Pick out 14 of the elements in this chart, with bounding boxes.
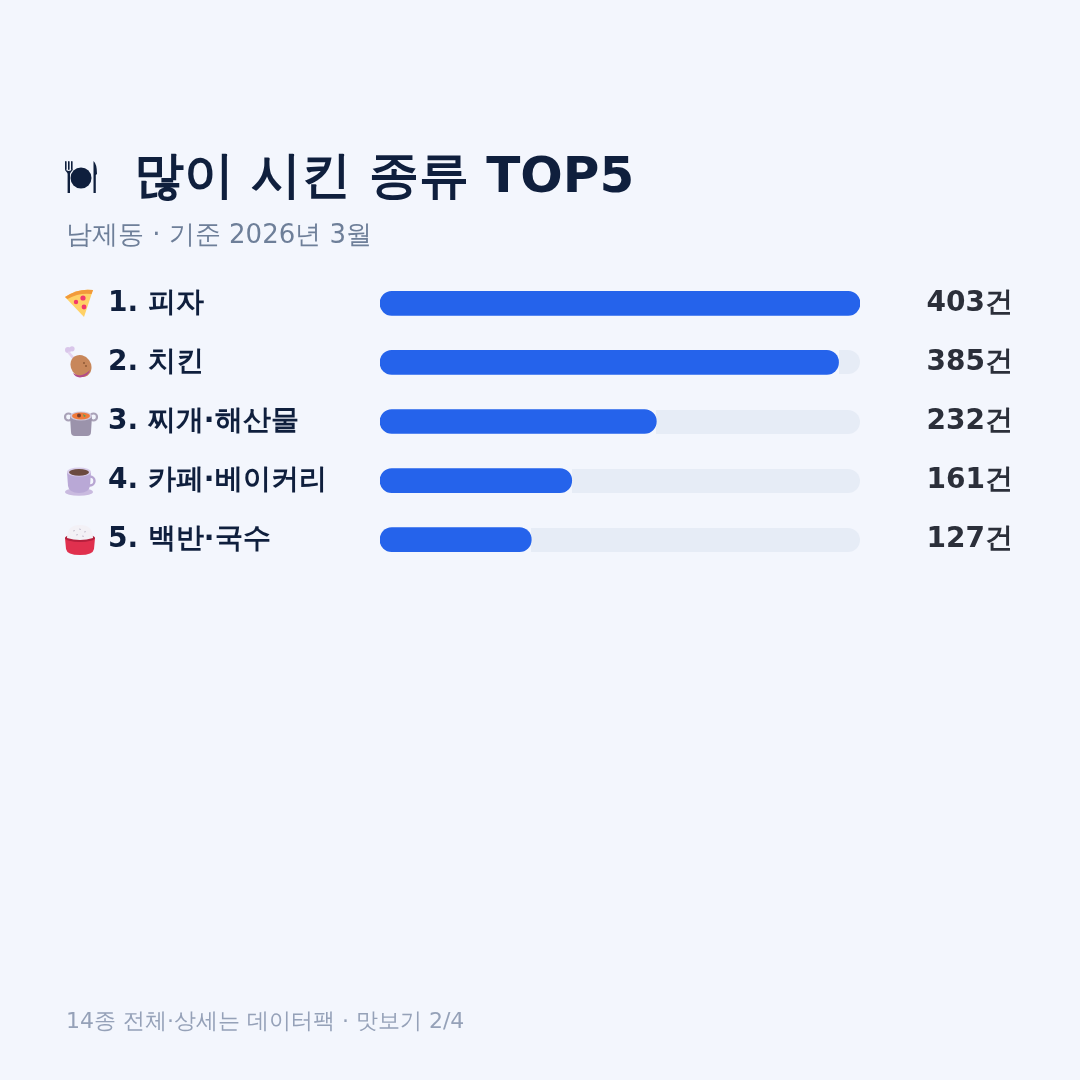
chart-title: 많이 시킨 종류 TOP5	[134, 145, 635, 206]
data-label: 161건	[926, 461, 1013, 495]
data-label: 385건	[926, 343, 1013, 377]
data-label: 232건	[926, 402, 1013, 436]
y-tick-label: 3. 찌개·해산물	[108, 402, 299, 436]
y-tick-label: 1. 피자	[108, 284, 204, 318]
data-label: 403건	[926, 284, 1013, 318]
bar	[380, 291, 860, 316]
chart-subtitle: 남제동 · 기준 2026년 3월	[66, 218, 373, 251]
text: 14종 전체·상세는 데이터팩 · 맛보기 2/4	[66, 1007, 465, 1035]
y-tick-label: 4. 카페·베이커리	[108, 461, 327, 495]
y-tick-label: 2. 치킨	[108, 343, 204, 377]
y-tick-label: 5. 백반·국수	[108, 520, 271, 554]
data-label: 127건	[926, 520, 1013, 554]
